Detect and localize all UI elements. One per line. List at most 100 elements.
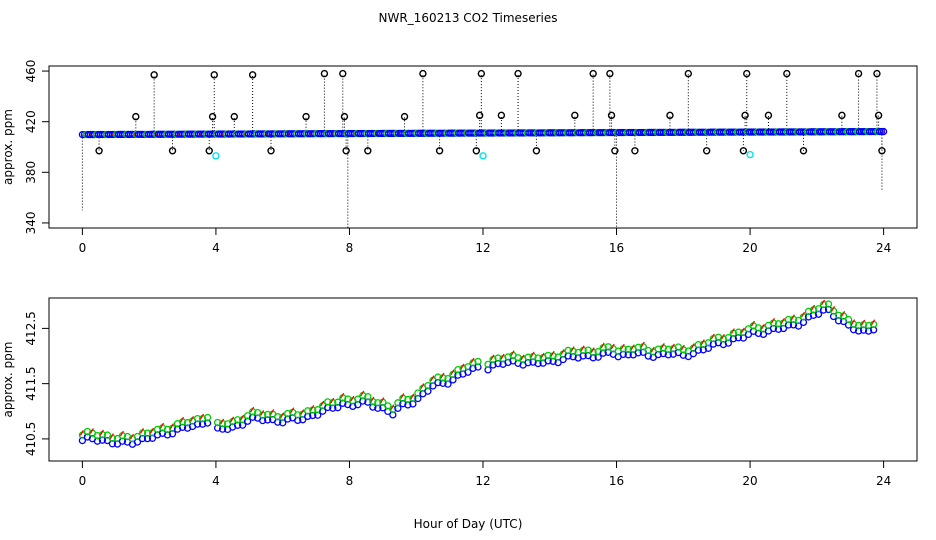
red-point [550,350,555,357]
red-point [109,433,114,439]
outlier-point [799,147,808,155]
red-point [660,343,665,349]
red-point [300,409,305,415]
outlier-point [854,69,863,78]
green-point [634,343,642,351]
red-point [350,395,355,402]
green-point [93,432,102,440]
red-point [520,354,525,361]
bottom-panel: approx. ppm 0 4 8 12 16 20 24 410.5 411.5 412.5 [1,297,918,488]
red-point [650,346,655,353]
outlier-point [435,147,444,155]
top-y-tick-label: 460 [24,60,38,83]
green-point [394,399,402,407]
red-point [410,393,415,400]
red-point [390,404,395,411]
bottom-x-tick-label: 12 [475,474,490,488]
red-point [760,323,765,330]
outlier-point [150,71,158,79]
outlier-point [132,112,140,121]
x-axis-label: Hour of Day (UTC) [414,517,523,531]
outlier-point [743,69,751,78]
red-point [640,341,645,348]
red-point [871,319,876,326]
red-point [690,343,695,349]
red-point [510,350,515,357]
green-point [644,346,652,355]
green-point [854,321,863,330]
red-point [790,314,796,321]
top-panel: approx. ppm 0 4 8 12 16 20 24 340 380 420 460 [1,60,918,255]
bottom-marks [78,299,878,448]
green-point [404,395,412,404]
outlier-point [589,69,597,78]
red-point [882,130,885,133]
red-point [159,422,165,429]
red-point [89,428,94,434]
outlier-point [419,69,427,78]
red-point [851,319,856,325]
top-y-tick-label: 420 [24,110,38,133]
outlier-point [477,69,486,78]
cyan-point [479,152,487,160]
red-point [500,353,505,360]
green-point [364,393,372,401]
outlier-point [873,69,881,78]
green-point [304,407,312,415]
red-point [149,427,155,434]
green-point [284,409,292,418]
bottom-y-tick-label: 410.5 [24,422,38,456]
top-axes: 0 4 8 12 16 20 24 340 380 420 460 [24,60,891,255]
top-plot-frame [48,65,918,229]
red-point [260,410,265,416]
outlier-point [739,147,748,155]
red-point [800,311,806,318]
green-point [484,360,492,369]
bottom-y-axis-label: approx. ppm [1,342,15,418]
red-point [240,414,245,421]
top-y-axis-label: approx. ppm [1,109,15,185]
top-y-tick-label: 340 [24,211,38,234]
cyan-point [746,150,754,159]
outlier-point [631,147,639,155]
outlier-point [340,112,349,121]
outlier-point [684,69,693,78]
red-point [139,428,145,434]
outlier-point [339,69,347,78]
outlier-point [400,112,409,121]
red-point [680,344,685,351]
outlier-point [210,71,218,79]
red-point [580,345,585,352]
red-point [530,351,535,358]
top-marks [78,69,888,228]
green-point [824,300,833,308]
bottom-y-tick-label: 412.5 [24,311,38,345]
outlier-point [838,111,846,120]
red-point [830,305,836,312]
red-point [740,327,745,334]
red-point [310,405,315,411]
red-point [440,372,445,379]
outlier-point [606,69,614,78]
outlier-point [611,147,619,155]
red-point [630,344,635,351]
bottom-axes: 0 4 8 12 16 20 24 410.5 411.5 412.5 [24,311,891,488]
red-point [320,400,325,407]
top-x-tick-label: 24 [876,241,891,255]
green-point [724,333,733,342]
outlier-point [205,147,213,155]
red-point [840,311,846,317]
red-point [560,349,565,355]
outlier-point [514,69,522,78]
outlier-point [302,112,310,121]
red-point [810,304,816,311]
red-point [590,347,595,353]
green-point [654,345,662,353]
red-point [169,423,175,429]
red-point [360,390,365,397]
red-point [540,352,545,359]
top-y-tick-label: 380 [24,161,38,184]
outlier-point [320,69,329,78]
cyan-point [212,152,220,160]
top-x-tick-label: 0 [79,241,87,255]
